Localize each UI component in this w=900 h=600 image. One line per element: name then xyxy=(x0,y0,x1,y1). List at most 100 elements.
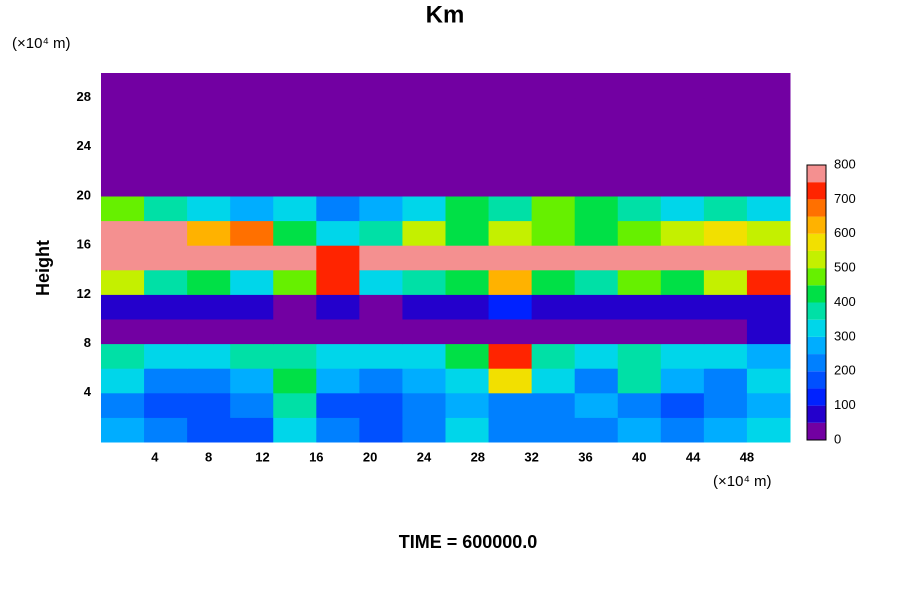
cell xyxy=(703,417,748,443)
colorbar-band xyxy=(807,422,826,440)
cell xyxy=(402,122,446,148)
cell xyxy=(574,343,619,369)
cell xyxy=(230,343,274,369)
cell xyxy=(101,269,145,295)
cell xyxy=(101,417,145,443)
cell xyxy=(660,392,705,418)
cell xyxy=(660,97,705,123)
cell xyxy=(488,269,533,295)
cell xyxy=(402,294,446,320)
cell xyxy=(187,171,231,197)
cell xyxy=(445,294,490,320)
cell xyxy=(144,319,188,345)
colorbar-tick-label: 400 xyxy=(834,294,856,309)
cell xyxy=(445,97,490,123)
cell xyxy=(187,97,231,123)
cell xyxy=(531,319,576,345)
cell xyxy=(230,245,274,271)
x-tick-label: 24 xyxy=(417,449,432,464)
cell xyxy=(445,417,490,443)
cell xyxy=(101,122,145,148)
cell xyxy=(101,319,145,345)
cell xyxy=(574,73,619,99)
cell xyxy=(402,368,446,394)
cell xyxy=(574,196,619,222)
cell xyxy=(359,97,403,123)
cell xyxy=(402,269,446,295)
cell xyxy=(617,294,662,320)
cell xyxy=(488,368,533,394)
cell xyxy=(101,368,145,394)
cell xyxy=(445,146,490,172)
cell xyxy=(230,392,274,418)
cell xyxy=(230,122,274,148)
cell xyxy=(273,269,317,295)
cell xyxy=(230,220,274,246)
cell xyxy=(445,392,490,418)
cell xyxy=(187,220,231,246)
x-tick-label: 32 xyxy=(524,449,538,464)
cell xyxy=(402,97,446,123)
cell xyxy=(144,146,188,172)
cell xyxy=(617,97,662,123)
y-axis-label: Height xyxy=(33,240,53,296)
cell xyxy=(703,220,748,246)
cell xyxy=(359,146,403,172)
cell xyxy=(144,73,188,99)
colorbar-tick-label: 800 xyxy=(834,156,856,171)
colorbar-band xyxy=(807,336,826,355)
cell xyxy=(230,171,274,197)
cell xyxy=(617,196,662,222)
cell xyxy=(574,368,619,394)
cell xyxy=(488,294,533,320)
cell xyxy=(574,97,619,123)
cell xyxy=(230,319,274,345)
cell xyxy=(187,294,231,320)
cell xyxy=(617,220,662,246)
cell xyxy=(660,146,705,172)
cell xyxy=(488,220,533,246)
cell xyxy=(187,319,231,345)
cell xyxy=(703,269,748,295)
cell xyxy=(574,417,619,443)
cell xyxy=(445,171,490,197)
y-tick-label: 4 xyxy=(84,384,92,399)
cell xyxy=(316,417,360,443)
cell xyxy=(359,392,403,418)
cell xyxy=(746,368,791,394)
colorbar-band xyxy=(807,268,826,286)
cell xyxy=(359,122,403,148)
cell xyxy=(488,171,533,197)
cell xyxy=(359,343,403,369)
cell xyxy=(402,220,446,246)
cell xyxy=(359,269,403,295)
cell xyxy=(359,73,403,99)
cell xyxy=(703,122,748,148)
cell xyxy=(359,196,403,222)
cell xyxy=(660,122,705,148)
cell xyxy=(101,220,145,246)
cell xyxy=(144,343,188,369)
cell xyxy=(101,97,145,123)
colorbar-band xyxy=(807,319,826,337)
cell xyxy=(660,294,705,320)
cell xyxy=(703,343,748,369)
colorbar-tick-label: 700 xyxy=(834,191,856,206)
cell xyxy=(574,122,619,148)
cell xyxy=(402,343,446,369)
cell xyxy=(144,368,188,394)
cell xyxy=(746,343,791,369)
cell xyxy=(230,269,274,295)
cell xyxy=(531,122,576,148)
colorbar-tick-label: 100 xyxy=(834,397,856,412)
cell xyxy=(359,171,403,197)
cell xyxy=(101,146,145,172)
colorbar-tick-label: 200 xyxy=(834,363,856,378)
cell xyxy=(703,97,748,123)
cell xyxy=(273,220,317,246)
cell xyxy=(617,171,662,197)
cell xyxy=(230,73,274,99)
cell xyxy=(144,220,188,246)
y-tick-label: 20 xyxy=(77,187,91,202)
